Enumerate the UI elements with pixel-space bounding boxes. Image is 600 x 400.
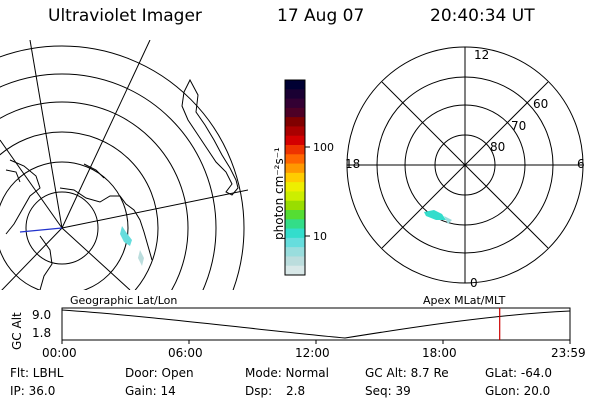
mlt-label-12: 12 bbox=[474, 48, 490, 62]
colorbar-band bbox=[285, 126, 305, 137]
glon-info: GLon: 20.0 bbox=[485, 384, 551, 398]
apex-caption: Apex MLat/MLT bbox=[423, 294, 506, 307]
timeline-xtick-1800: 18:00 bbox=[422, 346, 457, 360]
mlt-label-18: 18 bbox=[345, 157, 361, 171]
timeline-ytick-9: 9.0 bbox=[32, 308, 52, 322]
aurora-blob-left bbox=[120, 226, 132, 246]
door-info: Door: Open bbox=[125, 366, 194, 380]
mlat-label-80: 80 bbox=[490, 140, 506, 154]
colorbar-band bbox=[285, 182, 305, 192]
colorbar-band bbox=[285, 145, 305, 155]
mlt-label-0: 0 bbox=[470, 276, 478, 290]
colorbar-band bbox=[285, 98, 305, 109]
colorbar-band bbox=[285, 191, 305, 202]
gc-alt-info: GC Alt: 8.7 Re bbox=[365, 366, 449, 380]
timeline-xtick-0000: 00:00 bbox=[42, 346, 77, 360]
gain-info: Gain: 14 bbox=[125, 384, 176, 398]
timeline-xtick-0600: 06:00 bbox=[168, 346, 203, 360]
date-label: 17 Aug 07 bbox=[277, 6, 365, 26]
colorbar-band bbox=[285, 219, 305, 230]
mlat-label-60: 60 bbox=[533, 97, 549, 111]
ip-info: IP: 36.0 bbox=[10, 384, 56, 398]
timeline-xtick-2359: 23:59 bbox=[551, 346, 586, 360]
mlat-mlt-polar-plot bbox=[346, 46, 584, 284]
colorbar-band bbox=[285, 135, 305, 146]
colorbar-band bbox=[285, 154, 305, 165]
mlt-label-6: 6 bbox=[577, 157, 585, 171]
timeline-axis-label: GC Alt bbox=[10, 312, 24, 350]
filter-info: Flt: LBHL bbox=[10, 366, 64, 380]
colorbar-band bbox=[285, 265, 305, 276]
colorbar-band bbox=[285, 228, 305, 239]
geographic-caption: Geographic Lat/Lon bbox=[70, 294, 178, 307]
timeline-ytick-1-8: 1.8 bbox=[32, 326, 52, 340]
colorbar-band bbox=[285, 163, 305, 174]
glat-info: GLat: -64.0 bbox=[485, 366, 552, 380]
seq-info: Seq: 39 bbox=[365, 384, 411, 398]
colorbar-band bbox=[285, 80, 305, 90]
colorbar-band bbox=[285, 256, 305, 267]
mlat-label-70: 70 bbox=[511, 119, 527, 133]
dsp-label: Dsp: bbox=[245, 384, 273, 398]
timeline-xtick-1200: 12:00 bbox=[295, 346, 330, 360]
aurora-blob-right bbox=[424, 210, 446, 220]
mode-info: Mode: Normal bbox=[245, 366, 329, 380]
colorbar-band bbox=[285, 200, 305, 211]
subsolar-line bbox=[19, 227, 63, 233]
instrument-title: Ultraviolet Imager bbox=[48, 6, 202, 26]
colorbar-tick-100: 100 bbox=[313, 141, 334, 154]
colorbar-band bbox=[285, 89, 305, 100]
colorbar-band bbox=[285, 172, 305, 183]
colorbar-band bbox=[285, 210, 305, 220]
colorbar-band bbox=[285, 247, 305, 257]
colorbar-tick-10: 10 bbox=[313, 230, 327, 243]
colorbar-band bbox=[285, 107, 305, 118]
time-label: 20:40:34 UT bbox=[430, 6, 535, 26]
colorbar-band bbox=[285, 117, 305, 127]
colorbar-band bbox=[285, 237, 305, 248]
dsp-value: 2.8 bbox=[286, 384, 306, 398]
